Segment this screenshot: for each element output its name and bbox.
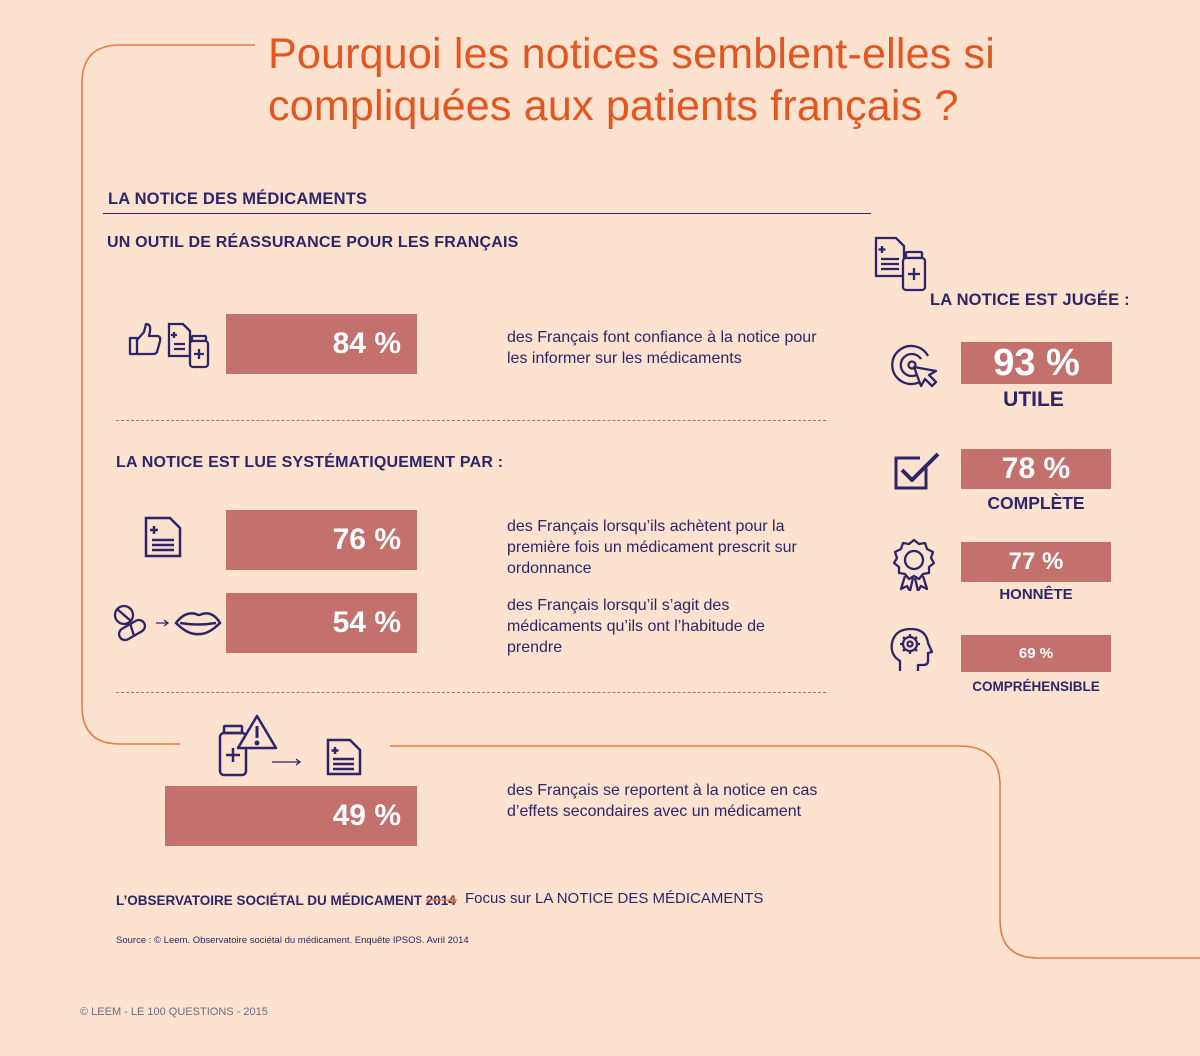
medicine-bottle-icon [218, 724, 248, 777]
arrow-icon [426, 895, 458, 905]
section-underline [103, 213, 871, 214]
medicine-bottle-icon [188, 334, 210, 369]
pills-to-mouth-icons [113, 604, 222, 642]
document-icon [144, 516, 182, 558]
bar-93-utile: 93 % [961, 342, 1112, 384]
label-complete: COMPLÈTE [987, 493, 1085, 513]
document-icon [326, 738, 362, 776]
text-49: des Français se reportent à la notice en… [507, 782, 818, 820]
bar-54: 54 % [226, 593, 417, 653]
pills-icon [113, 604, 147, 642]
subtitle-trust: UN OUTIL DE RÉASSURANCE POUR LES FRANÇAI… [107, 234, 519, 251]
arrow-icon [156, 619, 170, 627]
copyright-text: © LEEM - LE 100 QUESTIONS - 2015 [80, 1006, 268, 1018]
checkbox-icon [894, 452, 940, 490]
bar-77-honnete: 77 % [961, 542, 1111, 582]
medicine-bottle-icon [901, 250, 927, 292]
bar-49: 49 % [165, 786, 417, 846]
thumbs-up-icon [128, 322, 162, 356]
head-gear-icon [890, 627, 934, 671]
subtitle-judged: LA NOTICE EST JUGÉE : [930, 291, 1130, 309]
thumbs-up-document-icons [128, 322, 210, 369]
text-84: des Français font confiance à la notice … [507, 329, 817, 367]
target-icon [891, 344, 938, 388]
label-honnete: HONNÊTE [999, 586, 1073, 603]
text-76: des Français lorsqu’ils achètent pour la… [507, 518, 797, 577]
bottle-warning-document-icons [218, 714, 362, 777]
award-badge-icon [892, 538, 936, 591]
divider-2 [116, 692, 826, 693]
document-icon [874, 236, 906, 278]
mouth-icon [174, 612, 222, 636]
text-54: des Français lorsqu’il s’agit des médica… [507, 597, 765, 656]
label-comprehensible: COMPRÉHENSIBLE [972, 679, 1100, 694]
observatoire-label: L’OBSERVATOIRE SOCIÉTAL DU MÉDICAMENT 20… [116, 893, 456, 908]
source-text: Source : © Leem. Observatoire sociétal d… [116, 935, 469, 946]
bar-69-comprehensible: 69 % [961, 635, 1111, 672]
bar-76: 76 % [226, 510, 417, 570]
document-icon [167, 322, 192, 358]
bar-78-complete: 78 % [961, 449, 1111, 489]
divider-1 [116, 420, 826, 421]
bar-84: 84 % [226, 314, 417, 374]
focus-label: Focus sur LA NOTICE DES MÉDICAMENTS [465, 890, 764, 907]
arrow-icon [272, 758, 302, 766]
page-title: Pourquoi les notices semblent-elles si c… [268, 30, 996, 130]
warning-icon [236, 714, 278, 750]
section-title: LA NOTICE DES MÉDICAMENTS [108, 190, 368, 208]
label-utile: UTILE [1003, 388, 1064, 411]
subtitle-read: LA NOTICE EST LUE SYSTÉMATIQUEMENT PAR : [116, 454, 504, 471]
document-bottle-icons [874, 236, 927, 292]
